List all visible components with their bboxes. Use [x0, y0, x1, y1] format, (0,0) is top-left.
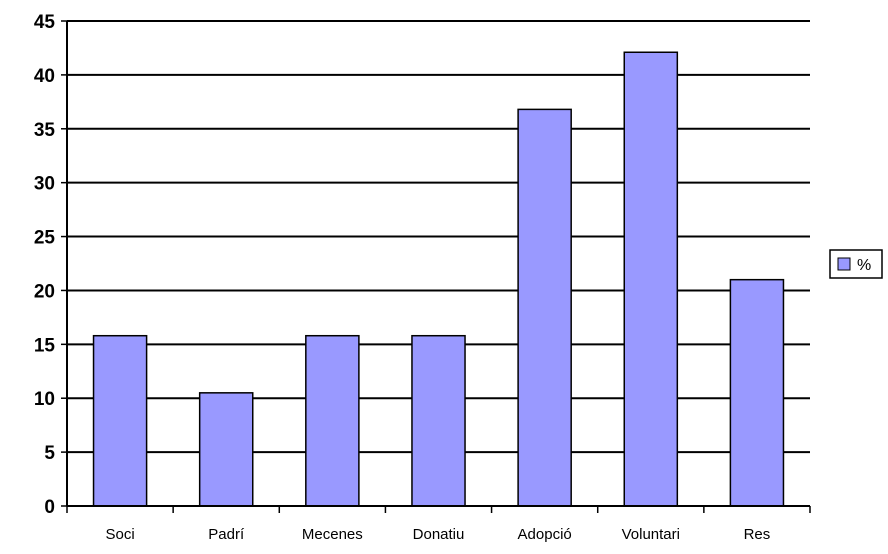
- x-tick-label: Res: [744, 526, 771, 543]
- y-tick-label: 25: [34, 228, 56, 249]
- bar-mecenes: [305, 334, 360, 507]
- legend-box: [829, 249, 883, 279]
- legend-swatch: [837, 257, 851, 271]
- y-tick-label: 20: [34, 281, 55, 302]
- x-tick-label: Adopció: [518, 526, 572, 543]
- y-tick-label: 15: [34, 335, 56, 356]
- x-tick-label: Padrí: [208, 526, 245, 543]
- x-tick-label: Donatiu: [413, 526, 465, 543]
- x-tick-label: Mecenes: [302, 526, 363, 543]
- bar-soci: [92, 334, 148, 507]
- legend: %: [829, 249, 883, 279]
- bar-res: [729, 278, 785, 507]
- bar-voluntari: [623, 51, 679, 507]
- bar-series: [92, 51, 785, 507]
- gridlines: [67, 20, 810, 454]
- y-tick-label: 35: [34, 120, 56, 141]
- legend-label: %: [857, 257, 871, 274]
- bar-padrí: [198, 392, 254, 507]
- x-tick-label: Soci: [105, 526, 134, 543]
- y-tick-label: 5: [44, 443, 55, 464]
- bar-adopció: [517, 108, 572, 507]
- y-tick-label: 0: [44, 497, 55, 518]
- bar-donatiu: [411, 334, 466, 507]
- y-tick-label: 10: [34, 389, 55, 410]
- y-tick-label: 40: [34, 66, 55, 87]
- y-tick-label: 30: [34, 174, 55, 195]
- y-tick-label: 45: [34, 12, 56, 33]
- x-tick-label: Voluntari: [622, 526, 680, 543]
- axes: 0 5 10 15 20 25 30 35 40 45 Soci Padrí Mecenes Donati…: [34, 12, 811, 543]
